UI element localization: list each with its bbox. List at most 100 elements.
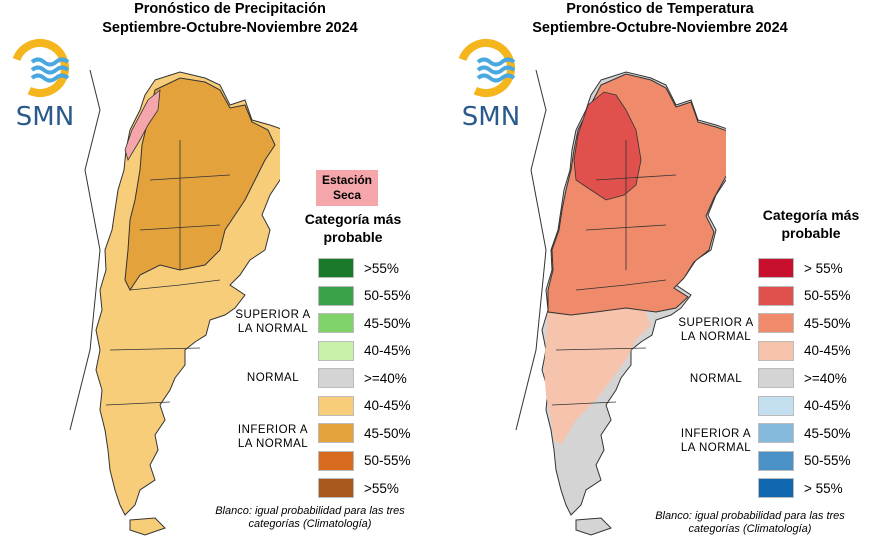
precip-legend-label: >=40% [364,370,407,386]
province-line [129,279,221,291]
temp-legend-swatch [758,340,794,361]
precip-legend-label: 40-45% [364,343,411,358]
precip-legend-item: >=40% [318,367,407,389]
temperature-title-line2: Septiembre-Octubre-Noviembre 2024 [532,20,788,36]
tierra-del-fuego-region [575,517,612,536]
precip-legend-swatch [318,395,354,416]
temperature-title-line1: Pronóstico de Temperatura [566,1,754,17]
precip-legend-label: 45-50% [364,315,411,331]
province-line [595,174,677,181]
temp-legend-label: 45-50% [804,315,851,331]
temp-legend-label: 45-50% [804,425,851,441]
temp-legend-item: 40-45% [758,395,851,417]
tierra-del-fuego-region [129,517,166,536]
smn-logo-text: SMN [15,102,75,132]
temp-legend-label: > 55% [804,260,843,276]
precip-legend-label: >55% [364,480,399,496]
smn-logo-icon [11,39,70,97]
precip-legend-swatch [318,258,354,278]
inferior-45-50-zone [124,77,276,291]
province-line [149,174,231,181]
province-line [575,279,667,291]
estacion-seca-label: Estación Seca [316,170,378,206]
precip-legend-item: >55% [318,257,399,279]
precip-legend-item: 40-45% [318,340,411,362]
province-line [105,401,171,406]
precip-legend-item: 50-55% [318,450,411,472]
smn-logo-icon [457,39,516,97]
precip-legend-swatch [318,478,354,498]
temp-legend-item: > 55% [758,257,843,279]
temp-legend-item: 50-55% [758,450,851,472]
temp-legend-swatch [758,258,794,278]
temp-legend-swatch [758,478,794,498]
precip-legend-label: 50-55% [364,288,411,303]
province-line [585,224,667,231]
temp-group-normal: NORMAL [689,373,743,385]
temp-note: Blanco: igual probabilidad para las tres… [655,510,845,535]
precip-legend-item: 50-55% [318,285,411,307]
precipitation-title: Pronóstico de Precipitación Septiembre-O… [40,0,420,38]
temp-legend-label: > 55% [804,480,843,496]
temp-legend-title: Categoría más probable [762,207,860,241]
temp-legend-item: > 55% [758,477,843,499]
temp-legend-label: 40-45% [804,398,851,413]
chile-border-line [515,69,547,431]
temperature-title: Pronóstico de Temperatura Septiembre-Oct… [470,0,850,38]
precip-legend-label: 40-45% [364,398,411,413]
superior-50-55-zone [573,91,642,201]
temp-legend-item: 40-45% [758,340,851,362]
smn-logo-text: SMN [461,102,521,132]
precipitation-panel: Pronóstico de Precipitación Septiembre-O… [10,0,420,536]
temp-legend-swatch [758,395,794,416]
temp-legend-swatch [758,450,794,471]
temp-legend-item: >=40% [758,367,847,389]
temp-legend-item: 50-55% [758,285,851,307]
precip-legend-swatch [318,423,354,443]
precip-note: Blanco: igual probabilidad para las tres… [215,505,405,530]
chile-border-line [69,69,101,431]
temp-legend-swatch [758,285,794,306]
temp-legend-swatch [758,423,794,443]
superior-40-45-zone [544,300,651,445]
temp-group-superior: SUPERIOR A LA NORMAL [678,317,754,343]
precip-legend-label: >55% [364,260,399,276]
province-line [555,347,647,351]
precip-legend-item: 45-50% [318,312,411,334]
estacion-seca-zone [124,89,161,161]
precip-legend-item: >55% [318,477,399,499]
precip-group-inferior: INFERIOR A LA NORMAL [237,424,309,450]
temp-legend-item: 45-50% [758,312,851,334]
precip-legend-title: Categoría más probable [304,211,402,245]
temperature-map [515,69,726,536]
temperature-panel: Pronóstico de Temperatura Septiembre-Oct… [440,0,879,542]
temp-group-inferior: INFERIOR A LA NORMAL [680,428,752,454]
province-line [109,347,201,351]
precip-legend-swatch [318,450,354,471]
precip-legend-swatch [318,285,354,306]
precipitation-title-line2: Septiembre-Octubre-Noviembre 2024 [102,20,358,36]
province-line [139,224,221,231]
precip-legend-swatch [318,313,354,333]
precip-legend-label: 45-50% [364,425,411,441]
superior-45-50-zone [547,73,726,316]
precip-legend-item: 45-50% [318,422,411,444]
province-line [551,401,617,406]
precipitation-title-line1: Pronóstico de Precipitación [134,1,326,17]
temp-legend-label: 50-55% [804,453,851,468]
temp-legend-item: 45-50% [758,422,851,444]
temp-legend-label: >=40% [804,370,847,386]
precipitation-map [69,69,280,536]
smn-logo: SMN [456,38,526,132]
precip-legend-swatch [318,340,354,361]
smn-logo: SMN [10,38,80,132]
precip-group-superior: SUPERIOR A LA NORMAL [235,309,311,335]
temp-legend-swatch [758,313,794,333]
precip-legend-label: 50-55% [364,453,411,468]
temp-legend-swatch [758,368,794,388]
temp-legend-label: 50-55% [804,288,851,303]
temp-legend-label: 40-45% [804,343,851,358]
precip-legend-item: 40-45% [318,395,411,417]
precip-group-normal: NORMAL [246,372,300,384]
precip-legend-swatch [318,368,354,388]
